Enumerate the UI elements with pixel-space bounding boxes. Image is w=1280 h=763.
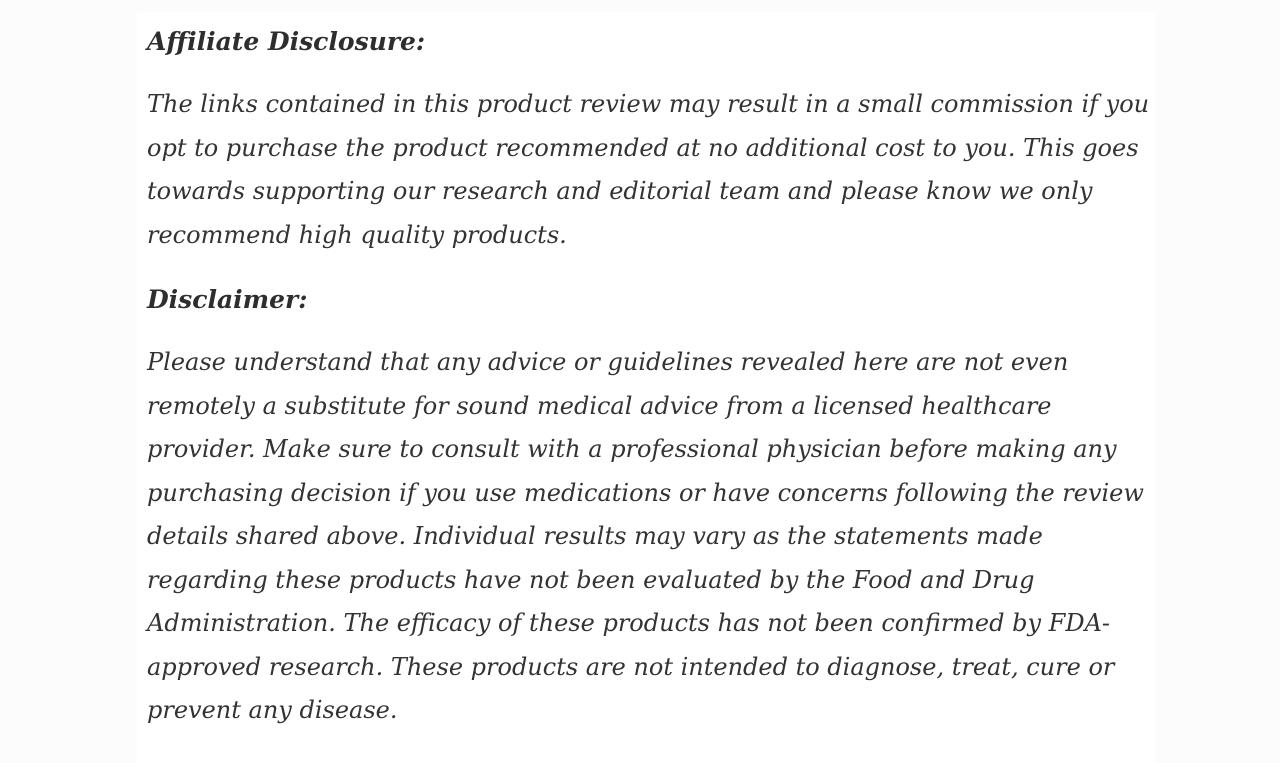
- affiliate-disclosure-paragraph: The links contained in this product revi…: [147, 90, 1150, 249]
- disclaimer-paragraph: Please understand that any advice or gui…: [147, 348, 1144, 724]
- affiliate-disclosure-heading: Affiliate Disclosure:: [147, 27, 426, 56]
- disclaimer-heading: Disclaimer:: [147, 285, 308, 314]
- article-content-panel: Affiliate Disclosure: The links containe…: [137, 12, 1155, 763]
- disclosure-article: Affiliate Disclosure: The links containe…: [147, 26, 1155, 733]
